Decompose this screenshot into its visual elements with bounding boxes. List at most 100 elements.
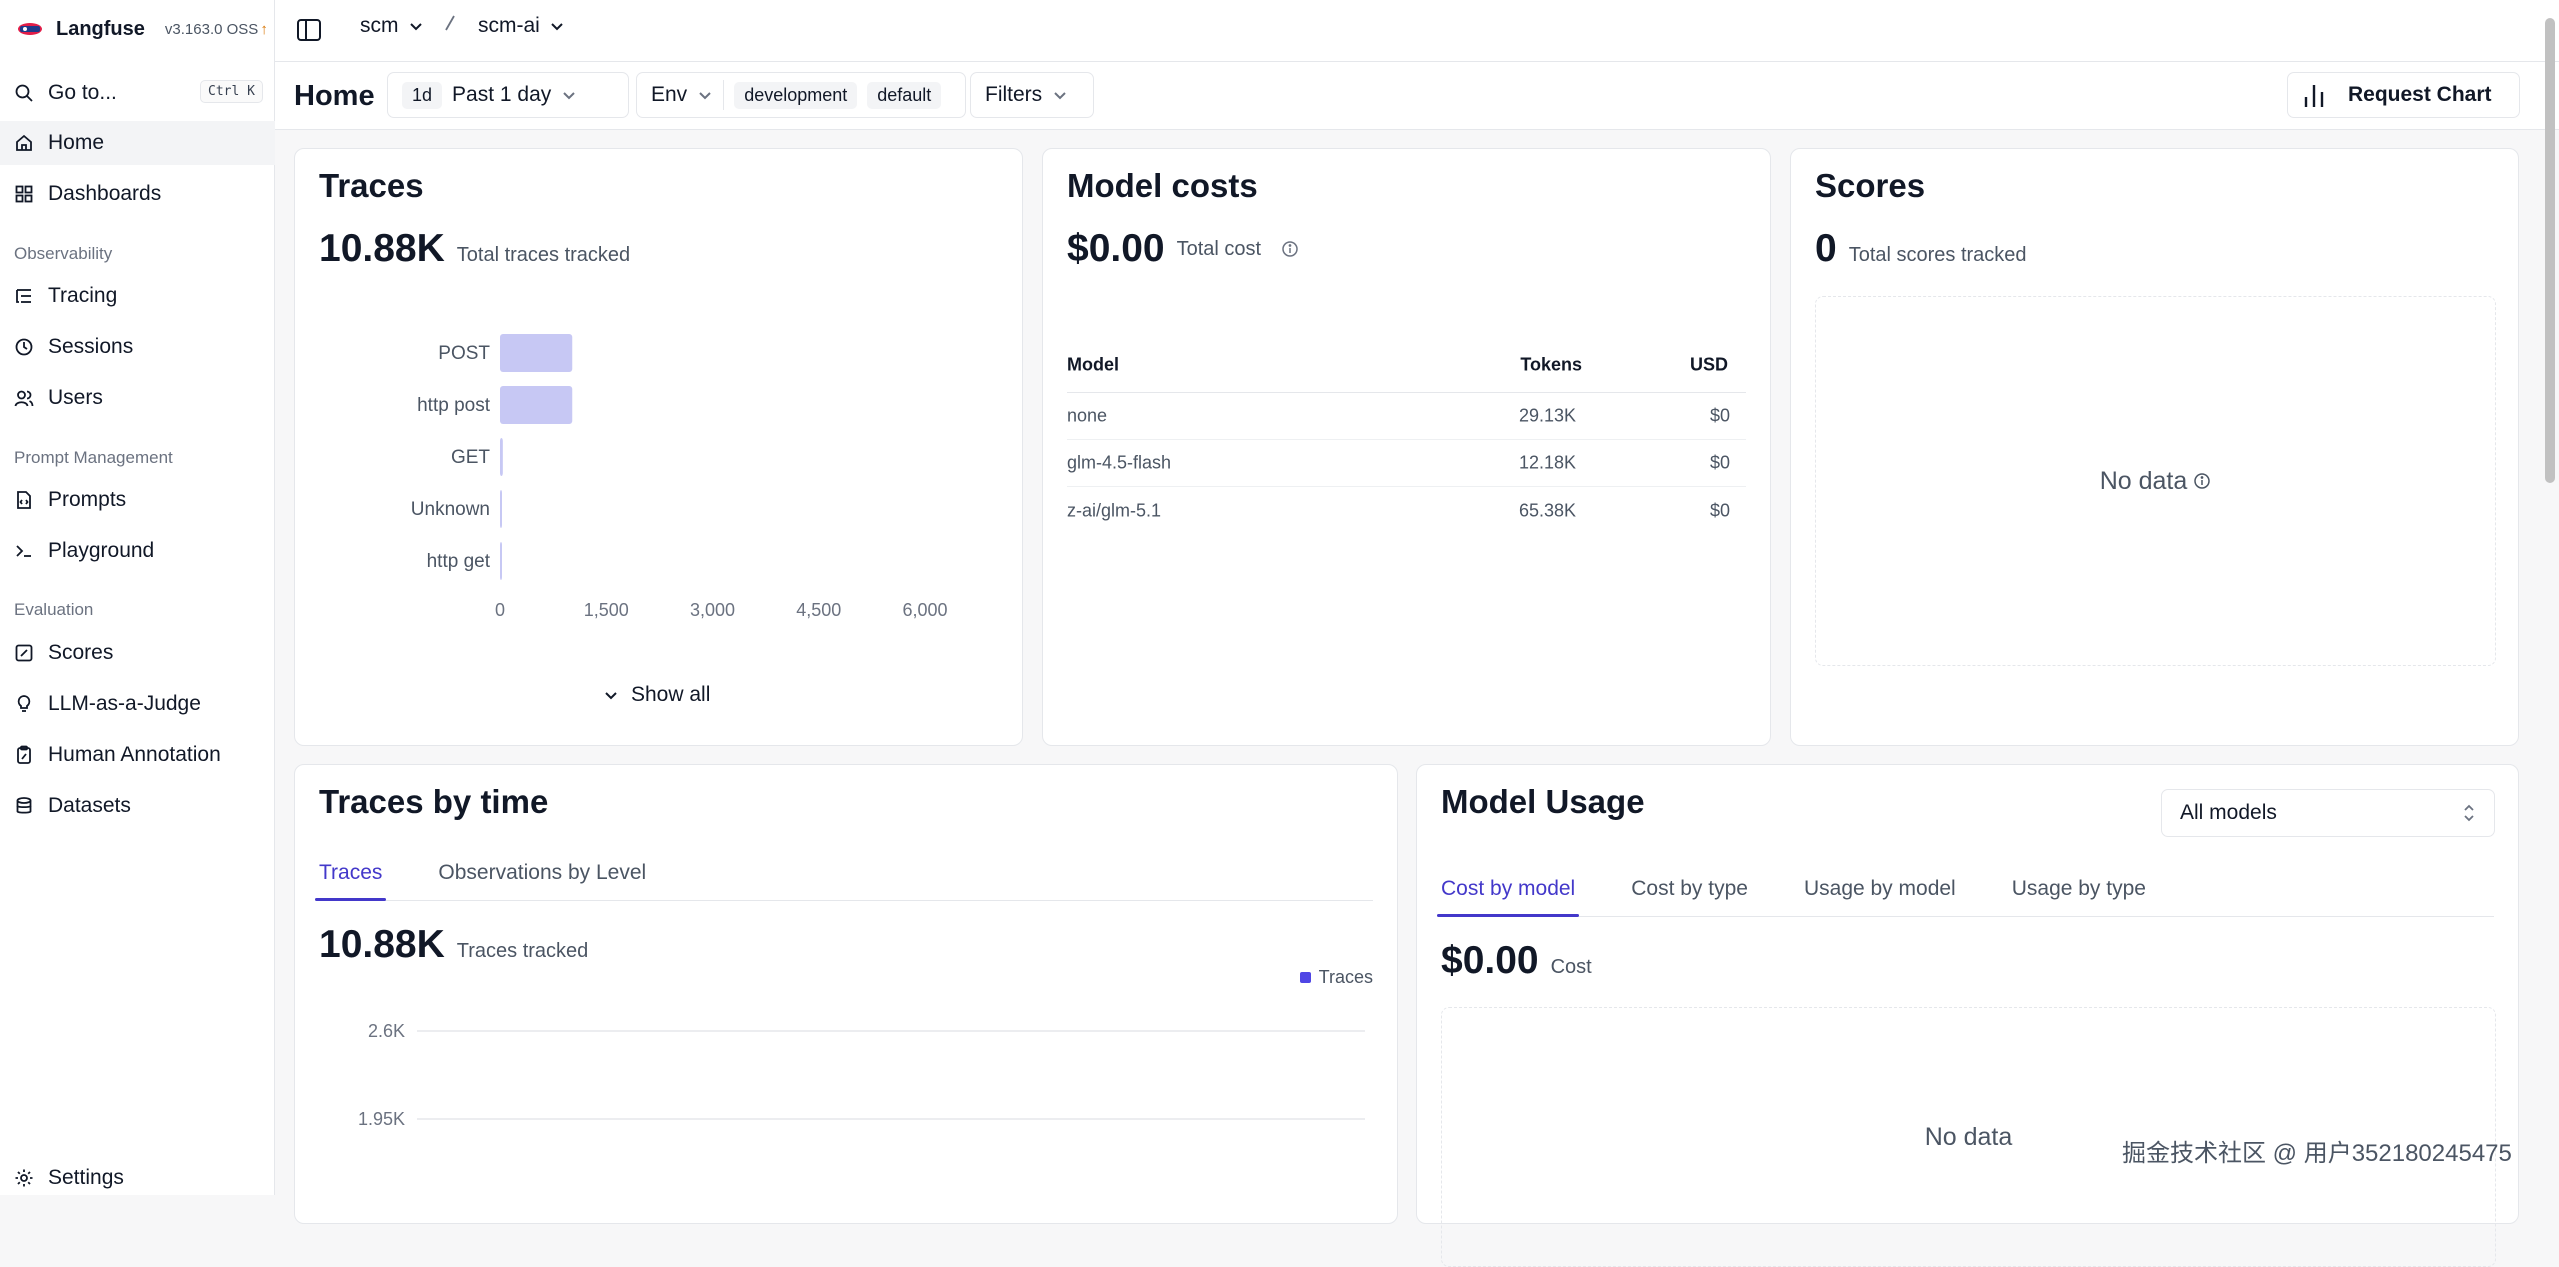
cell-tokens: 65.38K — [1518, 500, 1576, 520]
model-usage-title: Model Usage — [1441, 783, 1645, 820]
bar[interactable] — [500, 490, 502, 528]
traces-by-time-card: Traces by time Traces Observations by Le… — [294, 764, 1398, 1224]
traces-total-label: Total traces tracked — [456, 244, 631, 266]
section-prompt-management: Prompt Management — [14, 448, 173, 467]
tab-usage-by-type[interactable]: Usage by type — [2011, 877, 2146, 900]
cell-model: none — [1067, 405, 1108, 426]
no-data-label: No data — [2099, 466, 2188, 495]
sidebar-item-playground[interactable]: Playground — [0, 529, 275, 573]
model-costs-table: Model Tokens USD none 29.13K $0 glm-4.5-… — [1067, 337, 1746, 534]
sidebar-item-users[interactable]: Users — [0, 376, 275, 420]
cell-tokens: 12.18K — [1518, 452, 1576, 473]
section-observability: Observability — [14, 244, 113, 263]
cell-usd: $0 — [1709, 500, 1730, 520]
app-version: v3.163.0 OSS ↑ — [165, 21, 268, 38]
project-switcher[interactable]: scm-ai — [478, 14, 566, 38]
sidebar-item-label: Tracing — [48, 284, 118, 307]
sidebar-item-datasets[interactable]: Datasets — [0, 784, 275, 828]
bar[interactable] — [500, 542, 502, 580]
sidebar-toggle-icon[interactable] — [295, 16, 323, 44]
traces-title: Traces — [319, 167, 424, 204]
sidebar-item-scores[interactable]: Scores — [0, 631, 275, 675]
model-usage-cost-metric: $0.00 Cost — [1441, 939, 1592, 983]
info-icon[interactable] — [1281, 240, 1299, 258]
sidebar-item-sessions[interactable]: Sessions — [0, 325, 275, 369]
traces-time-chart: 2.6K 1.95K — [358, 1021, 1365, 1129]
chevron-down-icon — [699, 92, 711, 100]
org-name: scm — [360, 14, 399, 37]
file-code-icon — [14, 490, 34, 510]
table-row[interactable]: glm-4.5-flash 12.18K $0 — [1067, 440, 1746, 487]
no-data-label: No data — [1924, 1122, 2013, 1151]
chart-legend: Traces — [1299, 967, 1373, 988]
env-label: Env — [651, 83, 688, 106]
sidebar-item-label: Dashboards — [48, 182, 162, 205]
traces-by-time-tabs: Traces Observations by Level — [314, 849, 1373, 901]
model-costs-total: $0.00 — [1067, 227, 1165, 270]
model-usage-tabs: Cost by model Cost by type Usage by mode… — [1436, 865, 2494, 917]
sidebar: Langfuse v3.163.0 OSS ↑ Go to... Ctrl K H… — [0, 0, 275, 1195]
langfuse-logo-icon — [18, 23, 42, 35]
sidebar-item-dashboards[interactable]: Dashboards — [0, 172, 275, 216]
sidebar-item-label: LLM-as-a-Judge — [48, 692, 201, 715]
show-all-button[interactable]: Show all — [603, 683, 710, 707]
sidebar-item-llm-as-a-judge[interactable]: LLM-as-a-Judge — [0, 682, 275, 726]
sidebar-item-human-annotation[interactable]: Human Annotation — [0, 733, 275, 777]
traces-bar-chart: POST http post GET Unknown http get 0 1,500 3,0… — [411, 334, 948, 620]
chevron-down-icon — [605, 692, 617, 700]
score-square-icon — [14, 643, 34, 663]
table-row[interactable]: none 29.13K $0 — [1067, 393, 1746, 440]
database-icon — [14, 796, 34, 816]
chevron-down-icon — [1054, 92, 1066, 100]
date-range-picker[interactable]: 1d Past 1 day — [387, 72, 629, 118]
model-select[interactable]: All models — [2161, 789, 2495, 837]
brand[interactable]: Langfuse v3.163.0 OSS ↑ — [16, 14, 268, 44]
scores-total: 0 — [1815, 227, 1837, 270]
x-tick-label: 1,500 — [584, 600, 629, 620]
model-usage-total-label: Cost — [1550, 956, 1592, 978]
version-text: v3.163.0 OSS — [164, 20, 259, 38]
goto-shortcut: Ctrl K — [200, 80, 263, 103]
tab-observations-by-level[interactable]: Observations by Level — [438, 861, 647, 884]
goto-command[interactable]: Go to... Ctrl K — [0, 71, 275, 115]
filters-button[interactable]: Filters — [970, 72, 1094, 118]
breadcrumb-separator — [441, 14, 459, 32]
traces-card: Traces 10.88K Total traces tracked POST h… — [294, 148, 1023, 746]
search-icon — [14, 83, 34, 103]
show-all-label: Show all — [631, 683, 711, 706]
tab-cost-by-type[interactable]: Cost by type — [1631, 877, 1748, 900]
y-tick-label: 2.6K — [368, 1021, 405, 1041]
cell-model: glm-4.5-flash — [1067, 452, 1172, 473]
info-icon[interactable] — [2193, 472, 2211, 490]
bar[interactable] — [500, 386, 573, 424]
tab-traces[interactable]: Traces — [314, 849, 387, 901]
page-scrollbar[interactable] — [2545, 18, 2555, 483]
dashboard-icon — [14, 184, 34, 204]
x-tick-label: 4,500 — [796, 600, 841, 620]
model-costs-title: Model costs — [1067, 167, 1258, 204]
table-header-row: Model Tokens USD — [1067, 337, 1746, 393]
bar-category-label: POST — [438, 343, 490, 364]
org-switcher[interactable]: scm — [360, 14, 425, 38]
environment-filter[interactable]: Env development default — [636, 72, 966, 118]
bar[interactable] — [500, 438, 503, 476]
slash-icon — [445, 15, 455, 31]
model-select-value: All models — [2180, 801, 2277, 824]
watermark: 掘金技术社区 @ 用户352180245475 — [2122, 1140, 2512, 1167]
range-label: Past 1 day — [452, 83, 552, 106]
sidebar-item-tracing[interactable]: Tracing — [0, 274, 275, 318]
tab-usage-by-model[interactable]: Usage by model — [1803, 877, 1956, 900]
bar[interactable] — [500, 334, 573, 372]
table-row[interactable]: z-ai/glm-5.1 65.38K $0 — [1067, 487, 1746, 534]
cell-model: z-ai/glm-5.1 — [1067, 500, 1162, 520]
bar-category-label: Unknown — [411, 499, 490, 520]
terminal-icon — [14, 541, 34, 561]
traces-tracked-label: Traces tracked — [456, 940, 589, 962]
x-tick-label: 0 — [495, 600, 505, 620]
request-chart-button[interactable]: Request Chart — [2287, 72, 2520, 118]
legend-label-traces: Traces — [1318, 967, 1373, 987]
sidebar-item-prompts[interactable]: Prompts — [0, 478, 275, 522]
sidebar-item-settings[interactable]: Settings — [0, 1158, 275, 1198]
sidebar-item-home[interactable]: Home — [0, 121, 275, 165]
tab-cost-by-model[interactable]: Cost by model — [1436, 865, 1580, 917]
